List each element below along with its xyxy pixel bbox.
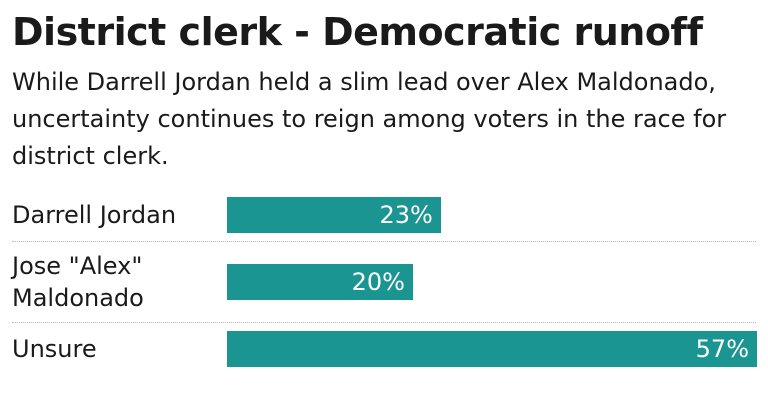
value-label: 20% — [351, 268, 405, 296]
category-label: Jose "Alex" Maldonado — [12, 252, 144, 312]
bar-track: 20% — [227, 264, 756, 300]
category-label: Darrell Jordan — [12, 201, 177, 229]
bar: 23% — [227, 197, 441, 233]
bar-rows: Darrell Jordan 23% Jose "Alex" Maldonado 20… — [12, 189, 757, 375]
bar-row: Unsure 57% — [12, 323, 757, 375]
value-label: 57% — [695, 335, 749, 363]
bar-row: Darrell Jordan 23% — [12, 189, 756, 242]
category-label: Unsure — [12, 335, 97, 363]
value-label: 23% — [379, 201, 433, 229]
chart: District clerk - Democratic runoff While… — [12, 10, 757, 375]
chart-subtitle: While Darrell Jordan held a slim lead ov… — [12, 68, 727, 170]
chart-title: District clerk - Democratic runoff — [12, 10, 703, 54]
bar: 20% — [227, 264, 413, 300]
bar-track: 57% — [227, 331, 757, 367]
bar-track: 23% — [227, 197, 756, 233]
bar-row: Jose "Alex" Maldonado 20% — [12, 242, 756, 323]
bar: 57% — [227, 331, 757, 367]
